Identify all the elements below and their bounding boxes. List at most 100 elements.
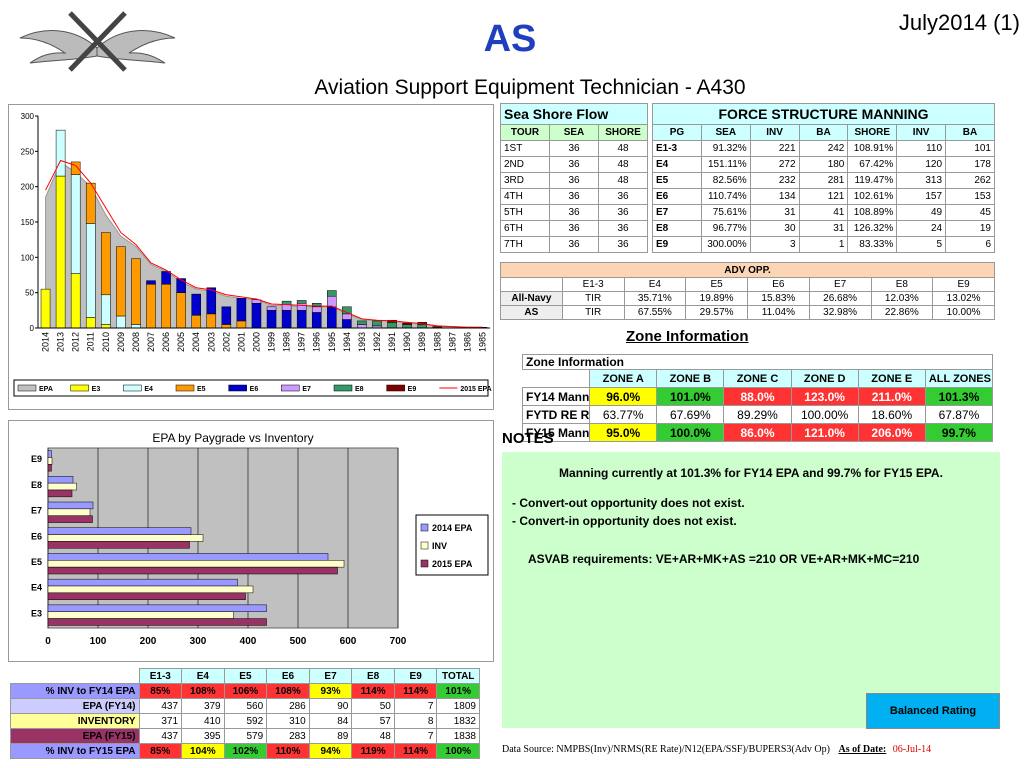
cell: 6TH xyxy=(500,220,550,237)
note: - Convert-out opportunity does not exist… xyxy=(512,496,745,510)
cell: FY14 Manning: xyxy=(521,387,591,406)
x-tick-label: 100 xyxy=(90,636,107,647)
cell: EPA (FY15) xyxy=(10,728,140,744)
bar xyxy=(357,324,367,329)
cell: 4TH xyxy=(500,188,550,205)
cell: 592 xyxy=(223,713,268,729)
table: Sea Shore Flow TOUR SEA SHORE 1ST 36 48 2ND 36 48… xyxy=(500,103,648,253)
header-row: ZONE A ZONE B ZONE C ZONE D ZONE E ALL ZONES xyxy=(522,369,994,388)
cell: E9 xyxy=(652,236,702,253)
bar xyxy=(206,313,217,329)
cell: 36 xyxy=(598,236,648,253)
column-header: E9 xyxy=(393,668,438,684)
balanced-rating-button[interactable]: Balanced Rating xyxy=(866,693,1000,729)
x-tick-label: 600 xyxy=(340,636,357,647)
cell: 101.3% xyxy=(924,387,994,406)
cell: 7 xyxy=(393,698,438,714)
legend-swatch xyxy=(386,384,405,392)
legend-label: E4 xyxy=(144,386,153,393)
header-row: PG SEA INV BA SHORE INV BA xyxy=(652,124,995,141)
bar xyxy=(55,129,66,177)
bar xyxy=(131,258,141,325)
cell: 24 xyxy=(896,220,947,237)
corner-cell xyxy=(522,369,591,388)
bar xyxy=(176,292,186,329)
x-tick-label: 1994 xyxy=(342,332,352,352)
cell: FY15 Manning: xyxy=(521,423,591,442)
bar xyxy=(236,298,247,322)
bar xyxy=(47,541,190,549)
cell: 1 xyxy=(798,236,849,253)
cell: 45 xyxy=(945,204,995,221)
source: Data Source: NMPBS(Inv)/NRMS(RE Rate)/N1… xyxy=(502,744,830,755)
x-tick-label: 2006 xyxy=(161,332,171,352)
y-tick-label: 100 xyxy=(21,253,35,262)
x-tick-label: 1987 xyxy=(447,332,457,352)
y-tick-label: E3 xyxy=(31,608,42,618)
cell: 5TH xyxy=(500,204,550,221)
row: EPA (FY14) 437 379 560 286 90 50 7 1809 xyxy=(10,698,480,714)
cell: 36 xyxy=(598,220,648,237)
header-row: E1-3 E4 E5 E6 E7 E8 E9 xyxy=(500,277,995,292)
row: E6 110.74% 134 121 102.61% 157 153 xyxy=(652,188,995,205)
wing-left xyxy=(19,30,98,64)
cell: 108.89% xyxy=(847,204,898,221)
tool xyxy=(68,11,127,72)
column-header: BA xyxy=(798,124,849,141)
y-tick-label: E9 xyxy=(31,454,42,464)
cell: 48 xyxy=(351,728,395,744)
cell: 437 xyxy=(138,728,183,744)
bar xyxy=(47,489,73,498)
legend xyxy=(13,379,489,397)
cell: 211.0% xyxy=(857,387,926,406)
cell: 114% xyxy=(393,683,438,699)
cell: 121.0% xyxy=(790,423,859,442)
cell: 114% xyxy=(393,743,438,759)
cell: 300.00% xyxy=(700,236,751,253)
cell: 395 xyxy=(181,728,225,744)
cell: 121 xyxy=(798,188,849,205)
cell: 75.61% xyxy=(700,204,751,221)
bar xyxy=(47,534,204,542)
sea-shore-flow: Sea Shore Flow TOUR SEA SHORE 1ST 36 48 2ND 36 48… xyxy=(500,103,648,253)
column-header: ALL ZONES xyxy=(924,369,994,388)
row: AS TIR 67.55% 29.57% 11.04% 32.98% 22.86% 10.00… xyxy=(500,305,995,320)
bar xyxy=(311,306,322,313)
bar xyxy=(146,280,156,285)
cell: 1838 xyxy=(436,728,480,744)
x-tick-label: 700 xyxy=(390,636,407,647)
bar xyxy=(116,315,126,329)
line xyxy=(45,159,483,328)
cell: 126.32% xyxy=(847,220,898,237)
bar xyxy=(101,232,111,296)
y-tick-label: 200 xyxy=(21,183,35,192)
x-tick-label: 2009 xyxy=(116,332,126,352)
cell: 157 xyxy=(896,188,947,205)
column-header: E8 xyxy=(351,668,395,684)
cell: 106% xyxy=(223,683,268,699)
cell: E1-3 xyxy=(652,140,702,157)
y-tick-label: E5 xyxy=(31,557,42,567)
cell: 108.91% xyxy=(847,140,898,157)
bar xyxy=(47,527,192,535)
legend-label: E9 xyxy=(408,386,417,393)
column-header: E8 xyxy=(870,277,934,292)
note: - Convert-in opportunity does not exist. xyxy=(512,514,737,528)
x-tick-label: 1986 xyxy=(462,332,472,352)
x-tick-label: 1989 xyxy=(417,332,427,352)
cell: 49 xyxy=(896,204,947,221)
cell: 22.86% xyxy=(870,305,934,320)
cell: 242 xyxy=(798,140,849,157)
legend-label: 2015 EPA xyxy=(432,559,473,569)
legend-label: E3 xyxy=(92,386,101,393)
cell: E5 xyxy=(652,172,702,189)
as-of: 06-Jul-14 xyxy=(892,744,932,755)
y-tick-label: E7 xyxy=(31,506,42,516)
column-header: E4 xyxy=(623,277,687,292)
x-tick-label: 2001 xyxy=(236,332,246,352)
bar xyxy=(206,287,217,315)
cell: 281 xyxy=(798,172,849,189)
bar xyxy=(281,304,292,311)
legend-label: 2015 EPA xyxy=(460,386,491,393)
bar xyxy=(372,320,382,327)
